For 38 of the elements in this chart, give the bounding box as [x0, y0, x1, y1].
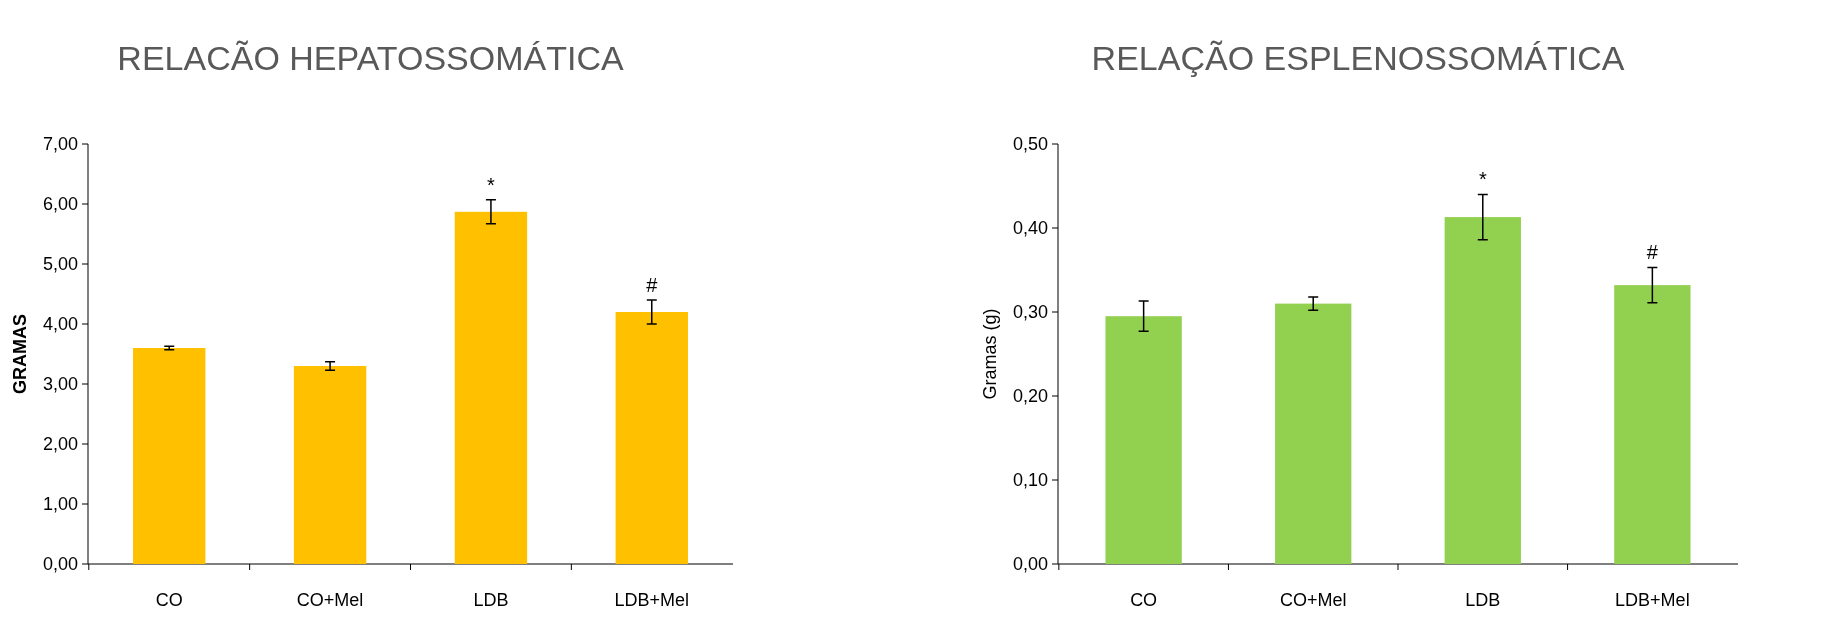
- annotation: #: [646, 274, 659, 296]
- x-tick-label: LDB: [473, 590, 509, 610]
- y-tick-label: 4,00: [42, 314, 78, 335]
- chart-title: RELACÃO HEPATOSSOMÁTICA: [117, 39, 624, 77]
- y-axis-title: Gramas (g): [980, 308, 1000, 400]
- annotation: #: [1646, 241, 1659, 264]
- y-tick-label: 7,00: [42, 134, 78, 155]
- y-tick-label: 0,20: [1012, 386, 1048, 407]
- bar: [1105, 316, 1182, 564]
- x-tick-label: CO+Mel: [296, 590, 364, 610]
- x-tick-label: LDB+Mel: [614, 590, 690, 610]
- y-axis-title: GRAMAS: [10, 314, 30, 394]
- x-tick-label: LDB: [1465, 590, 1501, 610]
- x-tick-label: CO: [155, 590, 183, 610]
- y-tick-label: 1,00: [42, 494, 78, 515]
- bar: [615, 312, 688, 564]
- bar: [133, 348, 206, 564]
- bar: [1444, 217, 1521, 564]
- y-tick-label: 3,00: [42, 374, 78, 395]
- x-tick-label: CO+Mel: [1279, 590, 1347, 610]
- x-tick-label: CO: [1130, 590, 1158, 610]
- bar: [293, 366, 367, 564]
- y-tick-label: 0,40: [1012, 218, 1048, 239]
- annotation: *: [1478, 168, 1487, 191]
- y-tick-label: 0,30: [1012, 302, 1048, 323]
- y-tick-label: 6,00: [42, 194, 78, 215]
- y-tick-label: 0,00: [1012, 554, 1048, 575]
- y-tick-label: 0,50: [1012, 134, 1048, 155]
- y-tick-label: 5,00: [42, 254, 78, 275]
- bar: [1614, 285, 1691, 564]
- y-tick-label: 0,10: [1012, 470, 1048, 491]
- bar: [454, 211, 528, 564]
- chart-title: RELAÇÃO ESPLENOSSOMÁTICA: [1091, 39, 1625, 77]
- annotation: *: [487, 173, 496, 196]
- y-tick-label: 0,00: [42, 554, 78, 575]
- y-tick-label: 2,00: [42, 434, 78, 455]
- bar: [1275, 303, 1352, 564]
- x-tick-label: LDB+Mel: [1615, 590, 1690, 610]
